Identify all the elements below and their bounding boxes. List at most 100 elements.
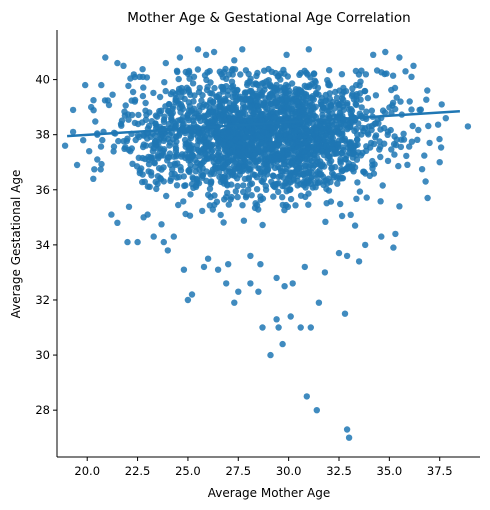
data-point: [200, 263, 208, 271]
data-point: [250, 92, 257, 99]
data-point: [279, 143, 286, 150]
data-point: [177, 167, 185, 174]
data-point: [351, 222, 359, 229]
data-point: [392, 230, 399, 238]
data-point: [290, 146, 297, 153]
data-point: [129, 88, 137, 96]
data-point: [180, 198, 187, 205]
data-point: [363, 194, 370, 201]
data-point: [185, 117, 192, 124]
data-point: [196, 135, 203, 143]
x-tick-label: 32.5: [326, 464, 352, 478]
data-point: [97, 143, 105, 150]
data-point: [390, 244, 397, 251]
data-point: [242, 134, 249, 141]
data-point: [255, 165, 262, 172]
data-point: [339, 144, 347, 151]
data-point: [303, 393, 310, 400]
data-point: [353, 91, 360, 98]
data-point: [139, 154, 146, 162]
data-point: [414, 136, 421, 143]
data-point: [140, 141, 147, 148]
data-point: [204, 255, 212, 262]
data-point: [436, 159, 443, 166]
data-point: [162, 87, 169, 95]
data-point: [152, 120, 159, 127]
data-point: [318, 171, 325, 178]
data-point: [353, 81, 360, 89]
data-point: [148, 142, 155, 149]
data-point: [262, 156, 269, 163]
data-point: [128, 145, 135, 152]
data-point: [73, 161, 81, 169]
data-point: [146, 183, 153, 190]
data-point: [115, 137, 122, 145]
data-point: [182, 151, 189, 158]
data-point: [396, 54, 403, 61]
data-point: [353, 195, 360, 202]
data-point: [364, 94, 372, 102]
data-point: [185, 139, 192, 146]
data-point: [223, 280, 230, 287]
data-point: [162, 59, 169, 67]
data-point: [245, 166, 253, 173]
data-point: [169, 117, 176, 125]
data-point: [210, 48, 218, 56]
data-point: [161, 79, 168, 86]
data-point: [301, 263, 308, 271]
data-point: [335, 249, 343, 257]
data-point: [238, 130, 245, 137]
data-point: [258, 80, 265, 87]
data-point: [287, 313, 294, 320]
data-point: [267, 100, 275, 108]
y-axis-label: Average Gestational Age: [9, 170, 23, 319]
data-point: [245, 186, 252, 193]
data-point: [231, 57, 238, 64]
data-point: [258, 117, 265, 124]
data-point: [292, 138, 299, 145]
data-point: [122, 102, 129, 109]
data-point: [355, 71, 363, 78]
data-point: [152, 178, 159, 186]
data-point: [388, 146, 395, 153]
data-point: [271, 181, 279, 188]
data-point: [233, 130, 240, 137]
data-point: [338, 212, 346, 220]
data-point: [425, 122, 432, 130]
data-point: [259, 324, 266, 331]
data-point: [247, 252, 254, 260]
data-point: [422, 178, 429, 185]
data-point: [334, 180, 341, 187]
data-point: [287, 195, 295, 203]
y-tick-label: 34: [35, 238, 50, 252]
data-point: [170, 233, 177, 240]
data-point: [303, 128, 310, 135]
data-point: [189, 151, 196, 158]
data-point: [269, 89, 276, 96]
data-point: [213, 198, 221, 205]
data-point: [302, 193, 309, 201]
data-point: [94, 156, 101, 163]
data-point: [315, 299, 323, 306]
data-point: [179, 122, 186, 129]
data-point: [273, 316, 280, 323]
data-point: [239, 46, 246, 53]
data-point: [248, 180, 256, 187]
data-point: [416, 106, 423, 114]
data-point: [426, 139, 433, 147]
data-point: [247, 280, 254, 287]
data-point: [303, 83, 310, 91]
data-point: [125, 82, 132, 90]
data-point: [315, 91, 322, 98]
data-point: [230, 157, 237, 164]
data-point: [319, 106, 326, 114]
data-point: [321, 178, 328, 185]
data-point: [207, 90, 214, 97]
data-point: [220, 141, 227, 148]
data-point: [240, 188, 247, 196]
data-point: [220, 106, 228, 114]
data-point: [192, 168, 199, 175]
data-point: [378, 233, 385, 240]
data-point: [384, 131, 391, 138]
